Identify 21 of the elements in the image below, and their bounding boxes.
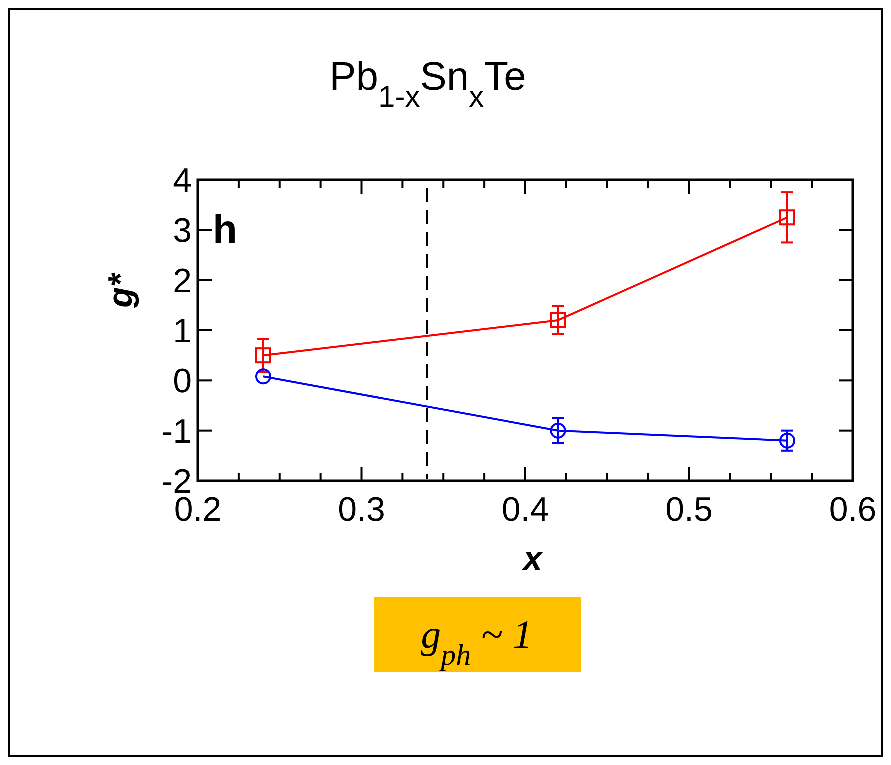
x-tick-label: 0.5 [666, 491, 713, 529]
y-tick-label: -1 [162, 412, 192, 451]
y-tick-label: 0 [173, 362, 192, 401]
annotation: h [213, 208, 238, 252]
point [550, 312, 566, 328]
y-tick-label: 4 [173, 162, 192, 200]
y-tick-label: 2 [173, 262, 192, 300]
point [256, 368, 272, 385]
point [780, 432, 796, 449]
point [780, 210, 796, 226]
text: g$_{ph}$ ~ 1 [421, 612, 533, 672]
x-tick-label: 0.4 [502, 491, 550, 529]
chart-title: Pb$_{1-x}$Sn$_{x}$Te [330, 55, 526, 114]
point [550, 422, 566, 439]
y-tick-label: 1 [173, 312, 192, 350]
x-tick-label: 0.3 [338, 491, 386, 529]
point [256, 348, 272, 364]
y-tick-label: 3 [173, 212, 192, 250]
y-axis-title: g* [102, 272, 140, 309]
x-axis-title: x [522, 540, 545, 578]
x-tick-label: 0.6 [829, 491, 877, 529]
